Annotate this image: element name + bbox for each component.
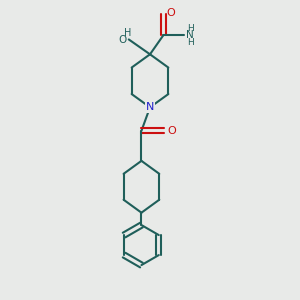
Text: H: H bbox=[187, 24, 194, 33]
Text: O: O bbox=[167, 126, 176, 136]
Text: O: O bbox=[167, 8, 176, 18]
Text: N: N bbox=[186, 31, 193, 40]
Text: O: O bbox=[118, 35, 126, 45]
Text: N: N bbox=[146, 102, 154, 112]
Text: H: H bbox=[187, 38, 194, 47]
Text: H: H bbox=[124, 28, 131, 38]
